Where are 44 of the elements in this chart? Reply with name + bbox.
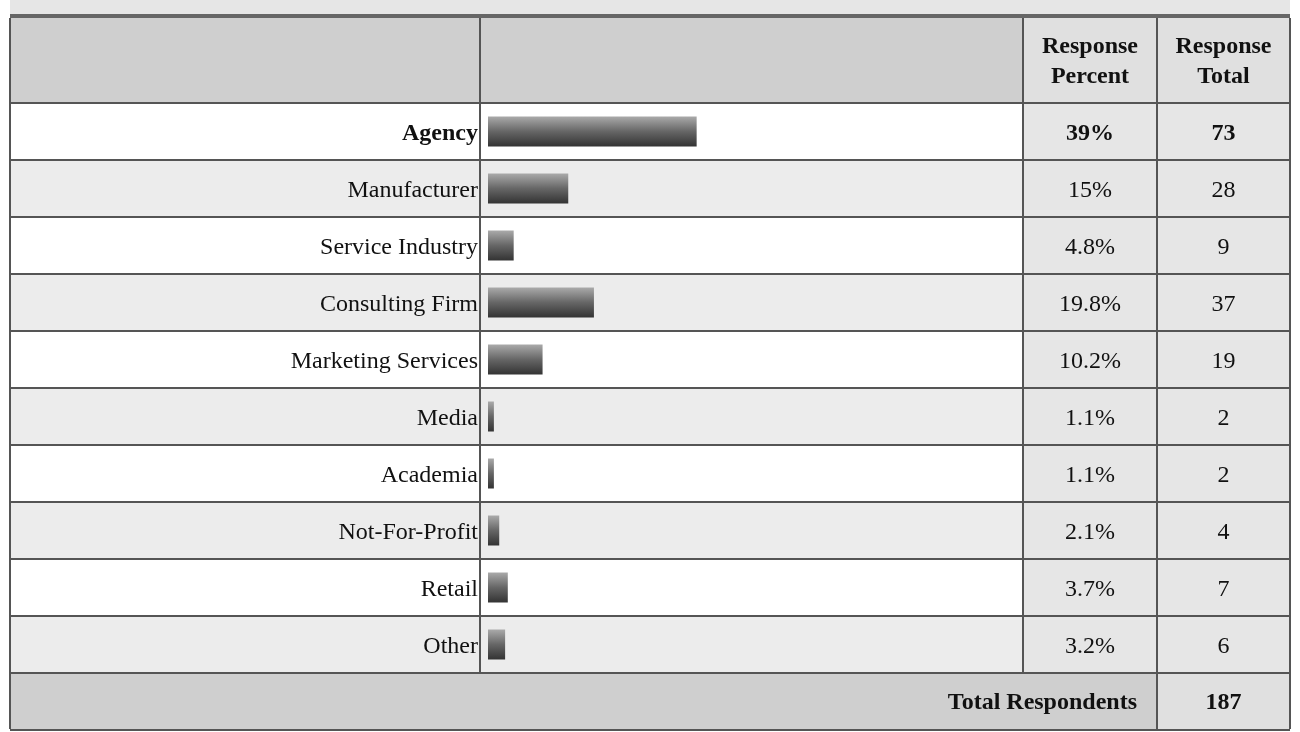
y-tick-label: Retail <box>420 574 479 601</box>
data-label: 10.2% <box>1059 346 1121 373</box>
text: 2 <box>1217 460 1230 487</box>
text: 6 <box>1217 631 1230 658</box>
text: 187 <box>1205 688 1242 714</box>
data-label: 15% <box>1068 175 1112 202</box>
bar <box>488 344 543 375</box>
text: 9 <box>1217 232 1230 259</box>
text: Total Respondents <box>947 688 1137 714</box>
data-label: 1.1% <box>1065 460 1115 487</box>
text: 73 <box>1211 118 1236 145</box>
data-label: 39% <box>1066 118 1114 145</box>
bar <box>488 173 569 204</box>
text: 28 <box>1211 175 1236 202</box>
y-tick-label: Other <box>423 631 478 658</box>
data-label: 1.1% <box>1065 403 1115 430</box>
data-label: 3.2% <box>1065 631 1115 658</box>
text: Response Total <box>1175 32 1272 88</box>
bar <box>488 230 514 261</box>
bar <box>488 572 508 603</box>
data-label: 2.1% <box>1065 517 1115 544</box>
bar <box>488 116 697 147</box>
bar <box>488 515 500 546</box>
y-tick-label: Media <box>416 403 479 430</box>
bar <box>488 401 494 432</box>
text: 37 <box>1211 289 1236 316</box>
bar <box>488 287 594 318</box>
data-label: 3.7% <box>1065 574 1115 601</box>
data-label: 19.8% <box>1059 289 1121 316</box>
bar <box>488 629 506 660</box>
y-tick-label: Marketing Services <box>290 346 478 373</box>
text: 7 <box>1217 574 1230 601</box>
data-label: 4.8% <box>1065 232 1115 259</box>
bar <box>488 458 494 489</box>
y-tick-label: Service Industry <box>320 232 478 259</box>
text: Response Percent <box>1041 32 1139 88</box>
text: 2 <box>1217 403 1230 430</box>
text: 4 <box>1217 517 1230 544</box>
y-tick-label: Agency <box>402 118 478 145</box>
y-tick-label: Academia <box>380 460 479 487</box>
y-tick-label: Not-For-Profit <box>338 517 479 544</box>
y-tick-label: Manufacturer <box>347 175 479 202</box>
y-tick-label: Consulting Firm <box>319 289 479 316</box>
text: 19 <box>1211 346 1236 373</box>
